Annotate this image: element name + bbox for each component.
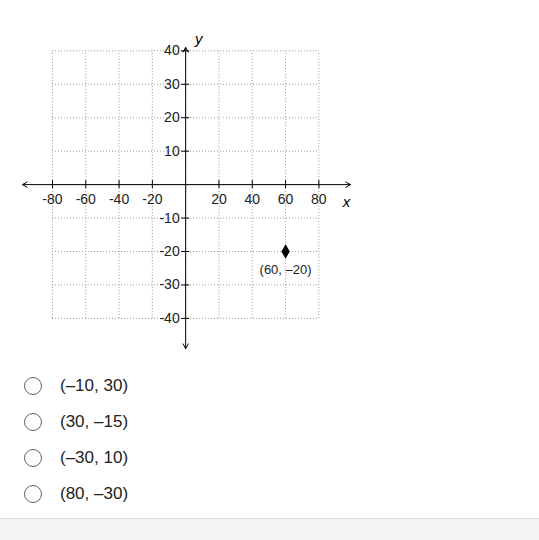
svg-text:30: 30 <box>164 76 180 92</box>
svg-text:-80: -80 <box>42 191 62 207</box>
svg-text:y: y <box>194 30 204 47</box>
svg-text:20: 20 <box>164 109 180 125</box>
svg-text:-60: -60 <box>76 191 96 207</box>
svg-text:-30: -30 <box>159 276 179 292</box>
svg-text:(60, –20): (60, –20) <box>260 262 312 277</box>
svg-text:-10: -10 <box>159 210 179 226</box>
svg-text:-20: -20 <box>159 243 179 259</box>
svg-text:40: 40 <box>244 191 260 207</box>
svg-text:-20: -20 <box>142 191 162 207</box>
svg-text:40: 40 <box>164 42 180 58</box>
html-text:(–30, 10): (–30, 10) <box>60 448 128 467</box>
svg-text:-40: -40 <box>109 191 129 207</box>
svg-text:-40: -40 <box>159 310 179 326</box>
html-text:(30, –15): (30, –15) <box>60 412 128 431</box>
html-text:(–10, 30): (–10, 30) <box>60 376 128 395</box>
svg-text:60: 60 <box>278 191 294 207</box>
svg-text:20: 20 <box>211 191 227 207</box>
svg-text:x: x <box>342 193 351 210</box>
svg-text:80: 80 <box>311 191 327 207</box>
html-text:(80, –30): (80, –30) <box>60 484 128 503</box>
svg-text:10: 10 <box>164 143 180 159</box>
